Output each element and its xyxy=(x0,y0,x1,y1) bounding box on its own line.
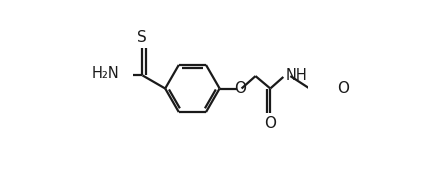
Text: S: S xyxy=(138,30,147,45)
Text: O: O xyxy=(336,81,349,96)
Text: O: O xyxy=(234,81,246,96)
Text: H₂N: H₂N xyxy=(92,66,120,81)
Text: NH: NH xyxy=(286,68,308,83)
Text: O: O xyxy=(264,116,277,131)
